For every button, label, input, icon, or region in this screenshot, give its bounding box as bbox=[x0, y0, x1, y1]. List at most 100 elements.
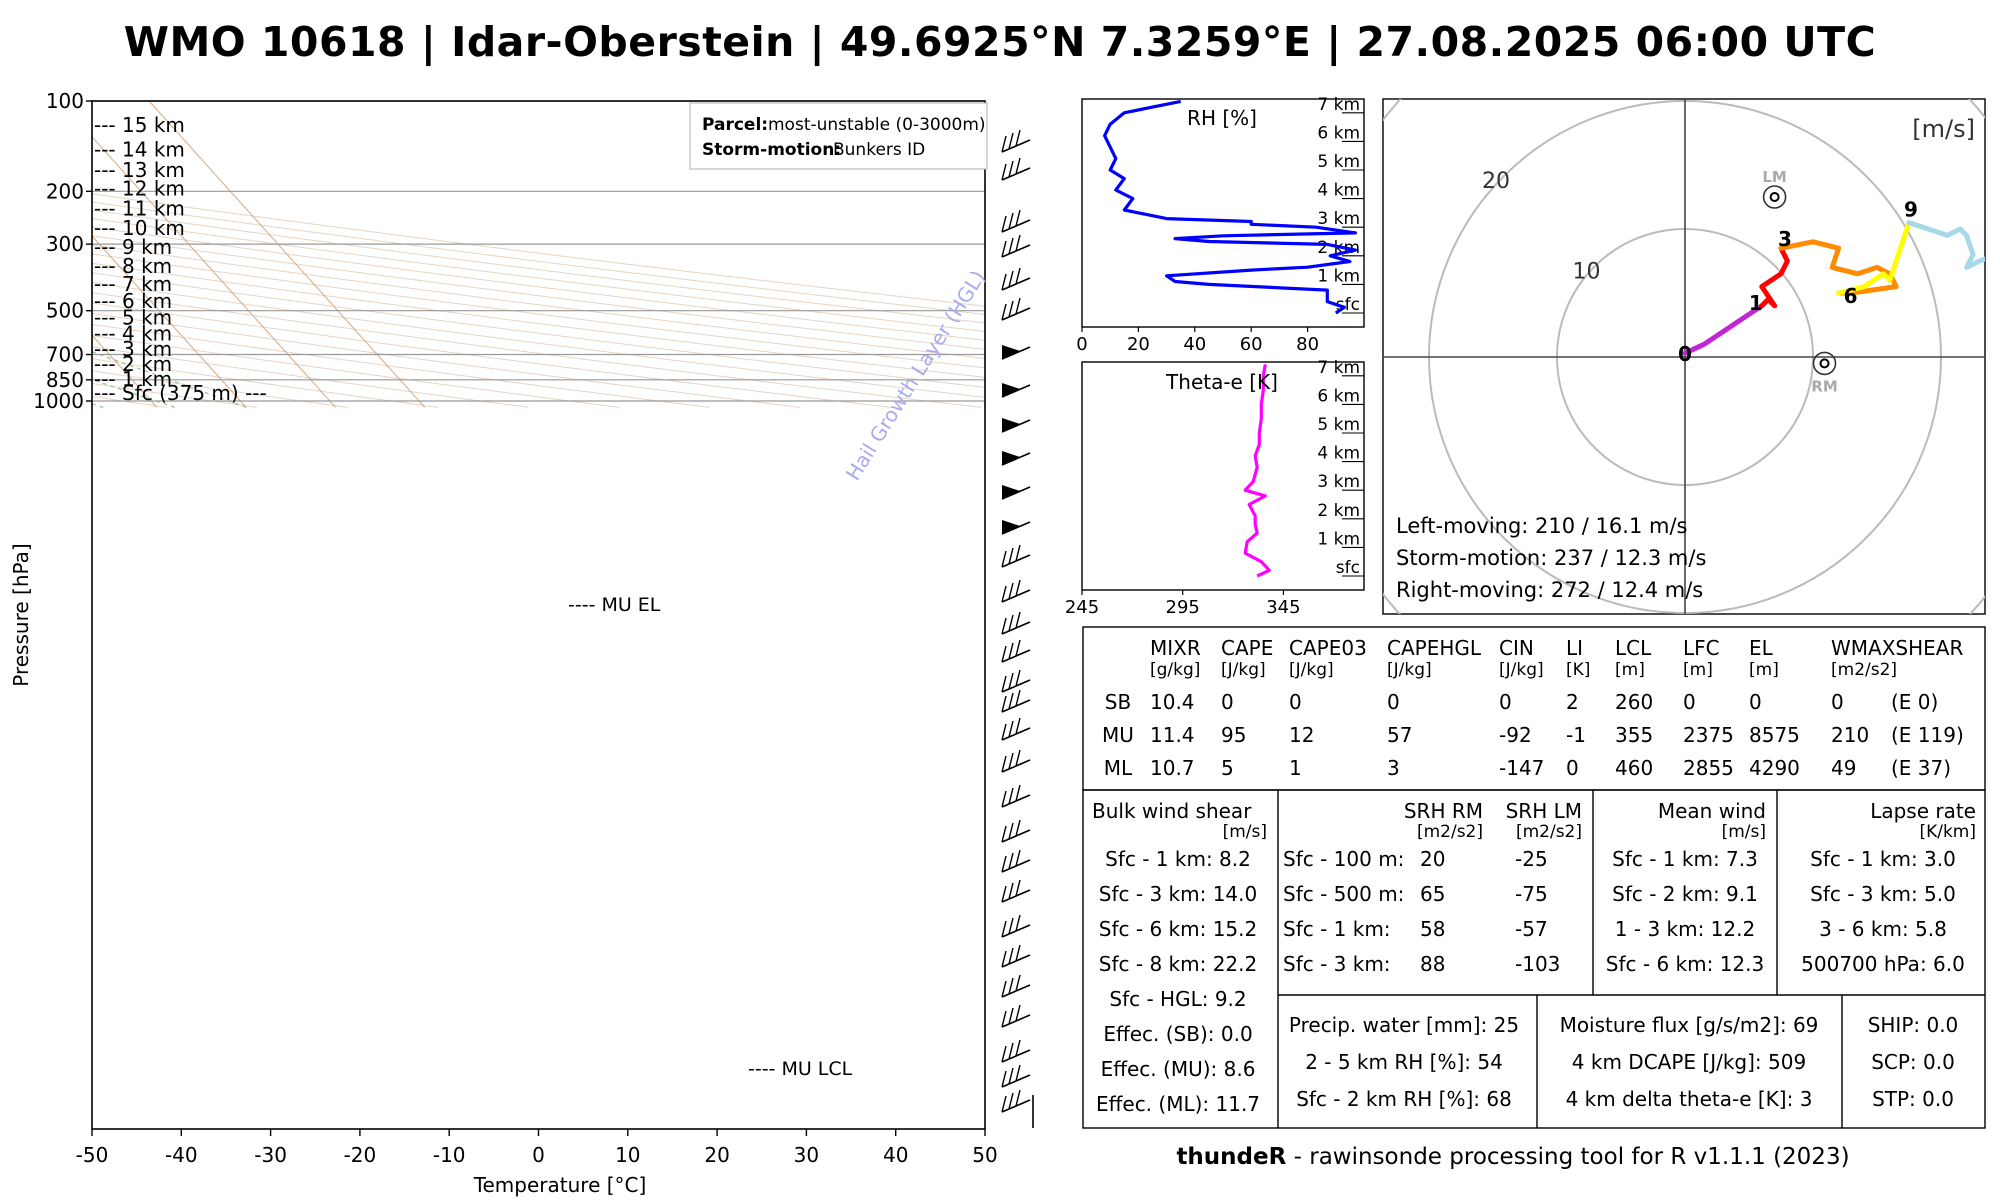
dewpoint-profile bbox=[0, 101, 37, 396]
wind-barb-feather bbox=[1015, 639, 1021, 657]
wind-barb bbox=[1001, 521, 1031, 535]
wind-barb-feather bbox=[1001, 790, 1007, 808]
dry-adiabat bbox=[92, 209, 985, 324]
wind-barb bbox=[1001, 486, 1031, 500]
legend-parcel-label: Parcel: bbox=[702, 115, 768, 135]
skewt-labels: 124816--- 15 km--- 14 km--- 13 km--- 12 … bbox=[94, 113, 267, 405]
isotherm-line bbox=[92, 235, 247, 408]
mu-el-label: ---- MU EL bbox=[568, 594, 661, 616]
chart-title: WMO 10618 | Idar-Oberstein | 49.6925°N 7… bbox=[123, 18, 1877, 66]
panel-row: Sfc - 3 km: 14.0 bbox=[1099, 882, 1257, 906]
height-label: --- 13 km bbox=[94, 158, 185, 182]
x-tick-label: 245 bbox=[1065, 597, 1099, 618]
x-tick-label: -30 bbox=[254, 1143, 287, 1167]
x-tick-label: -10 bbox=[433, 1143, 466, 1167]
x-tick-label: -40 bbox=[165, 1143, 198, 1167]
height-label: --- 12 km bbox=[94, 177, 185, 201]
height-label: --- 2 km bbox=[94, 352, 172, 376]
rh-title: RH [%] bbox=[1187, 106, 1257, 130]
table-header: CAPEHGL bbox=[1387, 636, 1482, 660]
wind-barb-feather bbox=[1008, 720, 1014, 738]
height-tick-label: 3 km bbox=[1317, 209, 1360, 229]
height-tick-label: 1 km bbox=[1317, 266, 1360, 286]
panel-row: 2 - 5 km RH [%]: 54 bbox=[1305, 1050, 1503, 1074]
wind-barb-feather bbox=[1001, 950, 1007, 968]
height-label: --- 1 km bbox=[94, 367, 172, 391]
isotherm-line bbox=[92, 135, 336, 408]
height-label: --- 4 km bbox=[94, 322, 172, 346]
wind-barb-feather bbox=[1015, 669, 1021, 687]
panel-row: Moisture flux [g/s/m2]: 69 bbox=[1560, 1013, 1819, 1037]
dry-adiabat bbox=[92, 218, 985, 333]
wind-barb-feather bbox=[1001, 825, 1007, 843]
rm-label: RM bbox=[1811, 377, 1837, 395]
x-tick-label: -20 bbox=[344, 1143, 377, 1167]
table-cell: 2855 bbox=[1683, 756, 1734, 780]
table-header-unit: [J/kg] bbox=[1221, 660, 1266, 680]
wind-barb-feather bbox=[1001, 695, 1007, 713]
isotherm-line bbox=[92, 334, 158, 408]
srh-row-label: Sfc - 3 km: bbox=[1283, 952, 1391, 976]
dry-adiabat bbox=[92, 312, 801, 408]
wind-barb-feather bbox=[1008, 917, 1014, 935]
table-cell: 1 bbox=[1289, 756, 1302, 780]
table-header-unit: [m] bbox=[1749, 660, 1779, 680]
table-cell: -1 bbox=[1566, 723, 1586, 747]
table-cell: 0 bbox=[1831, 690, 1844, 714]
wind-barb-pennant bbox=[1002, 383, 1020, 397]
flux-rows: Moisture flux [g/s/m2]: 69 4 km DCAPE [J/… bbox=[1560, 1013, 1819, 1111]
wind-barb-feather bbox=[1008, 300, 1014, 318]
thetae-profile bbox=[1243, 364, 1271, 578]
dry-adiabat bbox=[92, 334, 620, 408]
table-cell: 10.7 bbox=[1150, 756, 1195, 780]
table-cell: 95 bbox=[1221, 723, 1246, 747]
panel-row: Effec. (SB): 0.0 bbox=[1103, 1022, 1252, 1046]
credit-bold: thundeR bbox=[1176, 1144, 1287, 1170]
wind-barb-feather bbox=[1015, 1089, 1021, 1107]
panel-row: Effec. (MU): 8.6 bbox=[1101, 1057, 1256, 1081]
wind-barb-feather bbox=[1001, 755, 1007, 773]
wind-barb-feather bbox=[1008, 672, 1014, 690]
panel-row: Precip. water [mm]: 25 bbox=[1289, 1013, 1519, 1037]
table-cell: 460 bbox=[1615, 756, 1653, 780]
table-header: MIXR bbox=[1150, 636, 1201, 660]
panel-row: Sfc - 8 km: 22.2 bbox=[1099, 952, 1257, 976]
pressure-label: 500 bbox=[46, 299, 84, 323]
hodograph-trace: 0136912LMRM bbox=[1678, 168, 1985, 395]
x-tick-label: 50 bbox=[972, 1143, 997, 1167]
legend-box bbox=[689, 102, 988, 170]
hodo-segment bbox=[1759, 245, 1790, 309]
srh-rm-unit: [m2/s2] bbox=[1417, 822, 1483, 842]
panel-row: Sfc - 2 km: 9.1 bbox=[1612, 882, 1758, 906]
table-cell: 3 bbox=[1387, 756, 1400, 780]
height-tick-label: 5 km bbox=[1317, 415, 1360, 435]
table-row-label: SB bbox=[1105, 690, 1131, 714]
panel-row: 1 - 3 km: 12.2 bbox=[1615, 917, 1755, 941]
indices-header: MIXR[g/kg]CAPE[J/kg]CAPE03[J/kg]CAPEHGL[… bbox=[1150, 636, 1963, 680]
wind-barb-feather bbox=[1008, 852, 1014, 870]
wind-barb-feather bbox=[1001, 1095, 1007, 1113]
dry-adiabat bbox=[92, 262, 985, 378]
wind-barb-feather bbox=[1001, 723, 1007, 741]
dry-adiabat bbox=[92, 382, 258, 408]
wind-barb-feather bbox=[1001, 920, 1007, 938]
wind-barb bbox=[1001, 452, 1031, 466]
hodo-segment bbox=[1778, 239, 1899, 296]
indices-rows: SB 10.4 0 0 0 0 2 260 0 0 0 (E 0) MU 11.4 95 12 57 -92 -1 3… bbox=[1102, 690, 1964, 780]
table-header-unit: [g/kg] bbox=[1150, 660, 1200, 680]
mu-lcl-label: ---- MU LCL bbox=[748, 1058, 853, 1080]
x-tick-label: 20 bbox=[704, 1143, 729, 1167]
wind-barb-feather bbox=[1015, 209, 1021, 227]
height-label: --- 7 km bbox=[94, 272, 172, 296]
credit-rest: - rawinsonde processing tool for R v1.1.… bbox=[1286, 1144, 1850, 1170]
table-cell: 0 bbox=[1683, 690, 1696, 714]
x-tick-label: -50 bbox=[76, 1143, 109, 1167]
table-header: CAPE bbox=[1221, 636, 1273, 660]
wind-barb-feather bbox=[1008, 752, 1014, 770]
table-cell: (E 119) bbox=[1891, 723, 1964, 747]
x-tick-label: 40 bbox=[1183, 334, 1206, 355]
x-tick-label: 80 bbox=[1296, 334, 1319, 355]
wind-barb-feather bbox=[1008, 132, 1014, 150]
dry-adiabat bbox=[92, 370, 348, 408]
